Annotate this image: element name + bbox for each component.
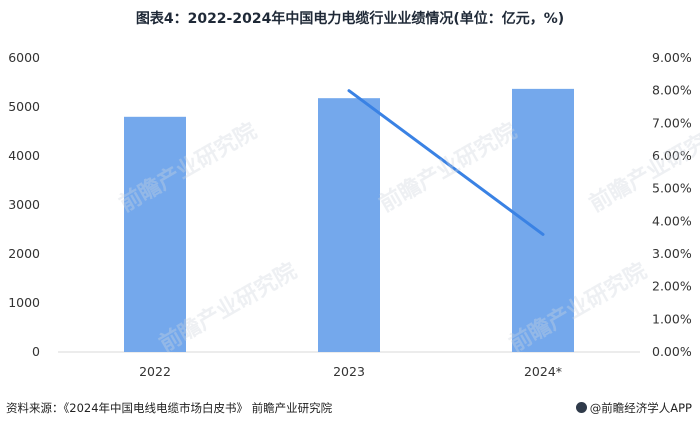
chart-title: 图表4：2022-2024年中国电力电缆行业业绩情况(单位：亿元，%) xyxy=(135,11,565,27)
brand-text: @前瞻经济学人APP xyxy=(589,401,692,415)
y-tick-label: 1000 xyxy=(8,295,40,310)
line-series xyxy=(347,89,545,236)
y-tick-label: 5000 xyxy=(8,99,40,114)
bar xyxy=(512,88,574,353)
x-tick-label: 2024* xyxy=(524,364,562,379)
y2-tick-label: 7.00% xyxy=(652,115,692,130)
y2-tick-label: 4.00% xyxy=(652,213,692,228)
growth-line xyxy=(347,89,545,236)
y2-tick-label: 8.00% xyxy=(652,83,692,98)
y2-tick-label: 9.00% xyxy=(652,50,692,65)
y2-tick-label: 2.00% xyxy=(652,279,692,294)
x-tick-label: 2022 xyxy=(139,364,171,379)
y-tick-label: 0 xyxy=(32,344,40,359)
brand-credit: @前瞻经济学人APP xyxy=(575,400,692,416)
y2-tick-label: 6.00% xyxy=(652,148,692,163)
bar xyxy=(124,116,186,352)
y-tick-label: 4000 xyxy=(8,148,40,163)
tick-labels: 0 1000 2000 3000 4000 5000 6000 0.00% 1.00% 2.00%… xyxy=(8,50,692,379)
bar xyxy=(318,98,380,353)
x-tick-label: 2023 xyxy=(333,364,365,379)
bar-series xyxy=(124,88,574,353)
brand-logo-icon xyxy=(575,402,587,413)
y-tick-label: 6000 xyxy=(8,50,40,65)
source-note: 资料来源：《2024年中国电线电缆市场白皮书》 前瞻产业研究院 xyxy=(6,401,333,415)
y-tick-label: 2000 xyxy=(8,246,40,261)
y2-tick-label: 1.00% xyxy=(652,311,692,326)
y2-tick-label: 5.00% xyxy=(652,181,692,196)
y-tick-label: 3000 xyxy=(8,197,40,212)
y2-tick-label: 0.00% xyxy=(652,344,692,359)
y2-tick-label: 3.00% xyxy=(652,246,692,261)
